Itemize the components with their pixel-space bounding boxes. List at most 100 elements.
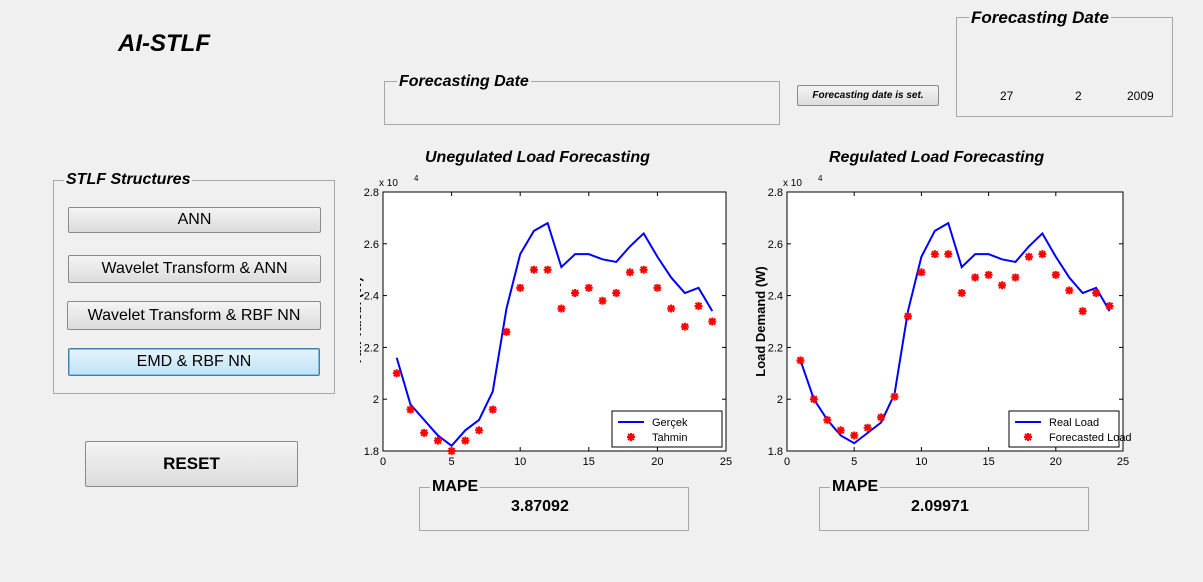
x-tick-label: 15 [982, 456, 994, 468]
legend-label: Gerçek [652, 417, 688, 429]
data-point [917, 268, 926, 277]
data-point [998, 281, 1007, 290]
data-point [475, 426, 484, 435]
mape-label-unregulated: MAPE [430, 478, 481, 495]
data-point [543, 265, 552, 274]
data-point [877, 413, 886, 422]
y-tick-label: 2.8 [364, 187, 379, 199]
wavelet-rbf-button[interactable]: Wavelet Transform & RBF NN [67, 301, 321, 330]
data-point [488, 405, 497, 414]
y-tick-label: 2.6 [364, 239, 379, 251]
y-axis-label: Load Demand (W) [753, 266, 768, 377]
plot-area [786, 191, 1124, 452]
plot-area [382, 191, 727, 452]
x-tick-label: 20 [651, 456, 663, 468]
data-point [890, 392, 899, 401]
mape-label-regulated: MAPE [830, 478, 881, 495]
data-point [680, 322, 689, 331]
x-tick-label: 25 [720, 456, 732, 468]
data-point [944, 250, 953, 259]
x-tick-label: 0 [784, 456, 790, 468]
y-tick-label: 2.8 [768, 187, 783, 199]
exponent-power: 4 [414, 174, 419, 183]
data-point [971, 273, 980, 282]
data-point [1011, 273, 1020, 282]
forecast-date-box: Forecasting Date 27 2 2009 [956, 9, 1173, 117]
mape-box-unregulated: MAPE 3.87092 [419, 479, 689, 531]
x-tick-label: 25 [1117, 456, 1129, 468]
data-point [850, 431, 859, 440]
data-point [930, 250, 939, 259]
data-point [1092, 289, 1101, 298]
forecast-date-set-button[interactable]: Forecasting date is set. [797, 85, 939, 106]
chart-title-regulated: Regulated Load Forecasting [829, 149, 1045, 166]
data-point [420, 428, 429, 437]
data-point [461, 436, 470, 445]
y-tick-label: 2.2 [364, 342, 379, 354]
forecast-date-box-title: Forecasting Date [969, 8, 1111, 27]
mape-box-regulated: MAPE 2.09971 [819, 479, 1089, 531]
legend-label: Real Load [1049, 417, 1099, 429]
data-point [392, 369, 401, 378]
y-tick-label: 2.6 [768, 239, 783, 251]
data-point [612, 289, 621, 298]
data-point [667, 304, 676, 313]
x-tick-label: 20 [1050, 456, 1062, 468]
x-tick-label: 15 [583, 456, 595, 468]
legend-marker-swatch [1024, 433, 1032, 441]
data-point [1078, 307, 1087, 316]
data-point [406, 405, 415, 414]
date-year: 2009 [1127, 89, 1154, 103]
data-point [903, 312, 912, 321]
mape-value-unregulated: 3.87092 [511, 498, 569, 515]
series-line [799, 221, 1111, 445]
data-point [1024, 252, 1033, 261]
data-point [863, 423, 872, 432]
y-tick-label: 1.8 [364, 446, 379, 458]
x-tick-label: 5 [851, 456, 857, 468]
y-tick-label: 2 [373, 394, 379, 406]
data-point [653, 283, 662, 292]
data-point [447, 447, 456, 455]
stlf-structures-group: STLF Structures [53, 172, 335, 394]
data-point [598, 296, 607, 305]
chart-title-unregulated: Unegulated Load Forecasting [425, 149, 650, 166]
data-point [809, 395, 818, 404]
data-point [1105, 301, 1114, 310]
app-title: AI-STLF [118, 30, 210, 57]
series-line [395, 221, 714, 448]
date-day: 27 [1000, 89, 1014, 103]
ann-button[interactable]: ANN [68, 207, 321, 233]
data-point [708, 317, 717, 326]
data-point [529, 265, 538, 274]
legend-label: Forecasted Load [1049, 432, 1132, 444]
x-tick-label: 5 [449, 456, 455, 468]
x-tick-label: 10 [514, 456, 526, 468]
data-point [694, 301, 703, 310]
x-tick-label: 0 [380, 456, 386, 468]
data-point [433, 436, 442, 445]
emd-rbf-button[interactable]: EMD & RBF NN [68, 348, 320, 376]
reset-button[interactable]: RESET [85, 441, 298, 487]
x-tick-label: 10 [915, 456, 927, 468]
data-point [796, 356, 805, 365]
data-point [502, 327, 511, 336]
forecast-date-panel-title: Forecasting Date [397, 73, 531, 90]
y-tick-label: 2.4 [768, 291, 783, 303]
data-point [639, 265, 648, 274]
stlf-structures-title: STLF Structures [64, 171, 193, 188]
data-point [1065, 286, 1074, 295]
y-tick-label: 2.4 [364, 291, 379, 303]
y-tick-label: 1.8 [768, 446, 783, 458]
data-point [957, 289, 966, 298]
data-point [1038, 250, 1047, 259]
legend-marker-swatch [627, 433, 635, 441]
data-point [584, 283, 593, 292]
legend-label: Tahmin [652, 432, 687, 444]
mape-value-regulated: 2.09971 [911, 498, 969, 515]
wavelet-ann-button[interactable]: Wavelet Transform & ANN [68, 255, 321, 283]
data-point [557, 304, 566, 313]
data-point [823, 415, 832, 424]
